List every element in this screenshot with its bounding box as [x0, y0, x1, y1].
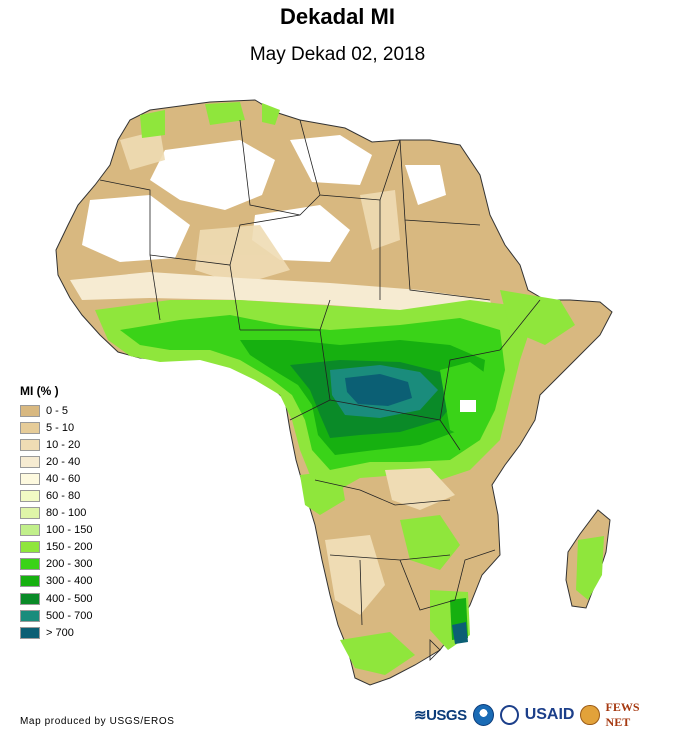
legend-swatch: [20, 575, 40, 588]
legend-label: 10 - 20: [46, 438, 81, 451]
fews-net-mark-icon: [580, 705, 600, 725]
usaid-logo: USAID: [524, 706, 575, 723]
legend-label: 500 - 700: [46, 609, 93, 622]
legend-label: > 700: [46, 626, 74, 639]
legend-swatch: [20, 421, 40, 434]
legend-item: 40 - 60: [20, 470, 92, 487]
legend-item: 5 - 10: [20, 419, 92, 436]
usgs-logo: ≋USGS: [414, 707, 467, 724]
legend-swatch: [20, 626, 40, 639]
legend-label: 40 - 60: [46, 472, 81, 485]
legend-label: 20 - 40: [46, 455, 81, 468]
legend-item: 400 - 500: [20, 590, 92, 607]
legend-label: 150 - 200: [46, 541, 93, 554]
legend: MI (% ) 0 - 5 5 - 10 10 - 20 20 - 40 40 - 60…: [20, 384, 92, 641]
legend-label: 400 - 500: [46, 592, 93, 605]
legend-item: 200 - 300: [20, 556, 92, 573]
southern-dry-patches: [325, 468, 455, 615]
southern-green-patches: [300, 290, 604, 675]
legend-item: 20 - 40: [20, 453, 92, 470]
noaa-logo-icon: [472, 704, 494, 726]
sahel-band: [70, 272, 495, 318]
legend-item: 500 - 700: [20, 607, 92, 624]
legend-swatch: [20, 541, 40, 554]
legend-swatch: [20, 592, 40, 605]
sahara-dry-patches: [82, 135, 446, 262]
legend-item: 150 - 200: [20, 539, 92, 556]
legend-swatch: [20, 455, 40, 468]
legend-swatch: [20, 558, 40, 571]
legend-item: 10 - 20: [20, 436, 92, 453]
legend-item: 60 - 80: [20, 487, 92, 504]
map-title: Dekadal MI: [280, 4, 395, 29]
wet-core-deep: [345, 374, 412, 406]
legend-label: 100 - 150: [46, 524, 93, 537]
north-coast-green: [140, 102, 280, 138]
legend-item: 0 - 5: [20, 402, 92, 419]
se-coast-deep: [452, 622, 468, 644]
legend-label: 300 - 400: [46, 575, 93, 588]
legend-swatch: [20, 404, 40, 417]
legend-swatch: [20, 472, 40, 485]
legend-label: 60 - 80: [46, 490, 81, 503]
legend-label: 200 - 300: [46, 558, 93, 571]
legend-swatch: [20, 438, 40, 451]
legend-label: 0 - 5: [46, 404, 69, 417]
legend-swatch: [20, 524, 40, 537]
legend-rows: 0 - 5 5 - 10 10 - 20 20 - 40 40 - 60 60 - 80 8…: [20, 402, 92, 641]
legend-label: 80 - 100: [46, 507, 87, 520]
legend-item: > 700: [20, 624, 92, 641]
fews-net-logo: FEWS NET: [605, 700, 640, 729]
legend-swatch: [20, 507, 40, 520]
usaid-seal-icon: [499, 705, 519, 725]
legend-swatch: [20, 609, 40, 622]
legend-item: 80 - 100: [20, 505, 92, 522]
legend-item: 300 - 400: [20, 573, 92, 590]
map-subtitle: May Dekad 02, 2018: [249, 44, 426, 65]
map-credit: Map produced by USGS/EROS: [20, 716, 175, 727]
country-borders: [99, 119, 541, 661]
legend-label: 5 - 10: [46, 421, 75, 434]
legend-title: MI (% ): [20, 384, 59, 398]
legend-item: 100 - 150: [20, 522, 92, 539]
sahara-light-tan: [120, 130, 400, 285]
lake-victoria: [460, 400, 476, 412]
legend-swatch: [20, 490, 40, 503]
agency-logos: ≋USGS USAID FEWS NET: [414, 700, 664, 730]
